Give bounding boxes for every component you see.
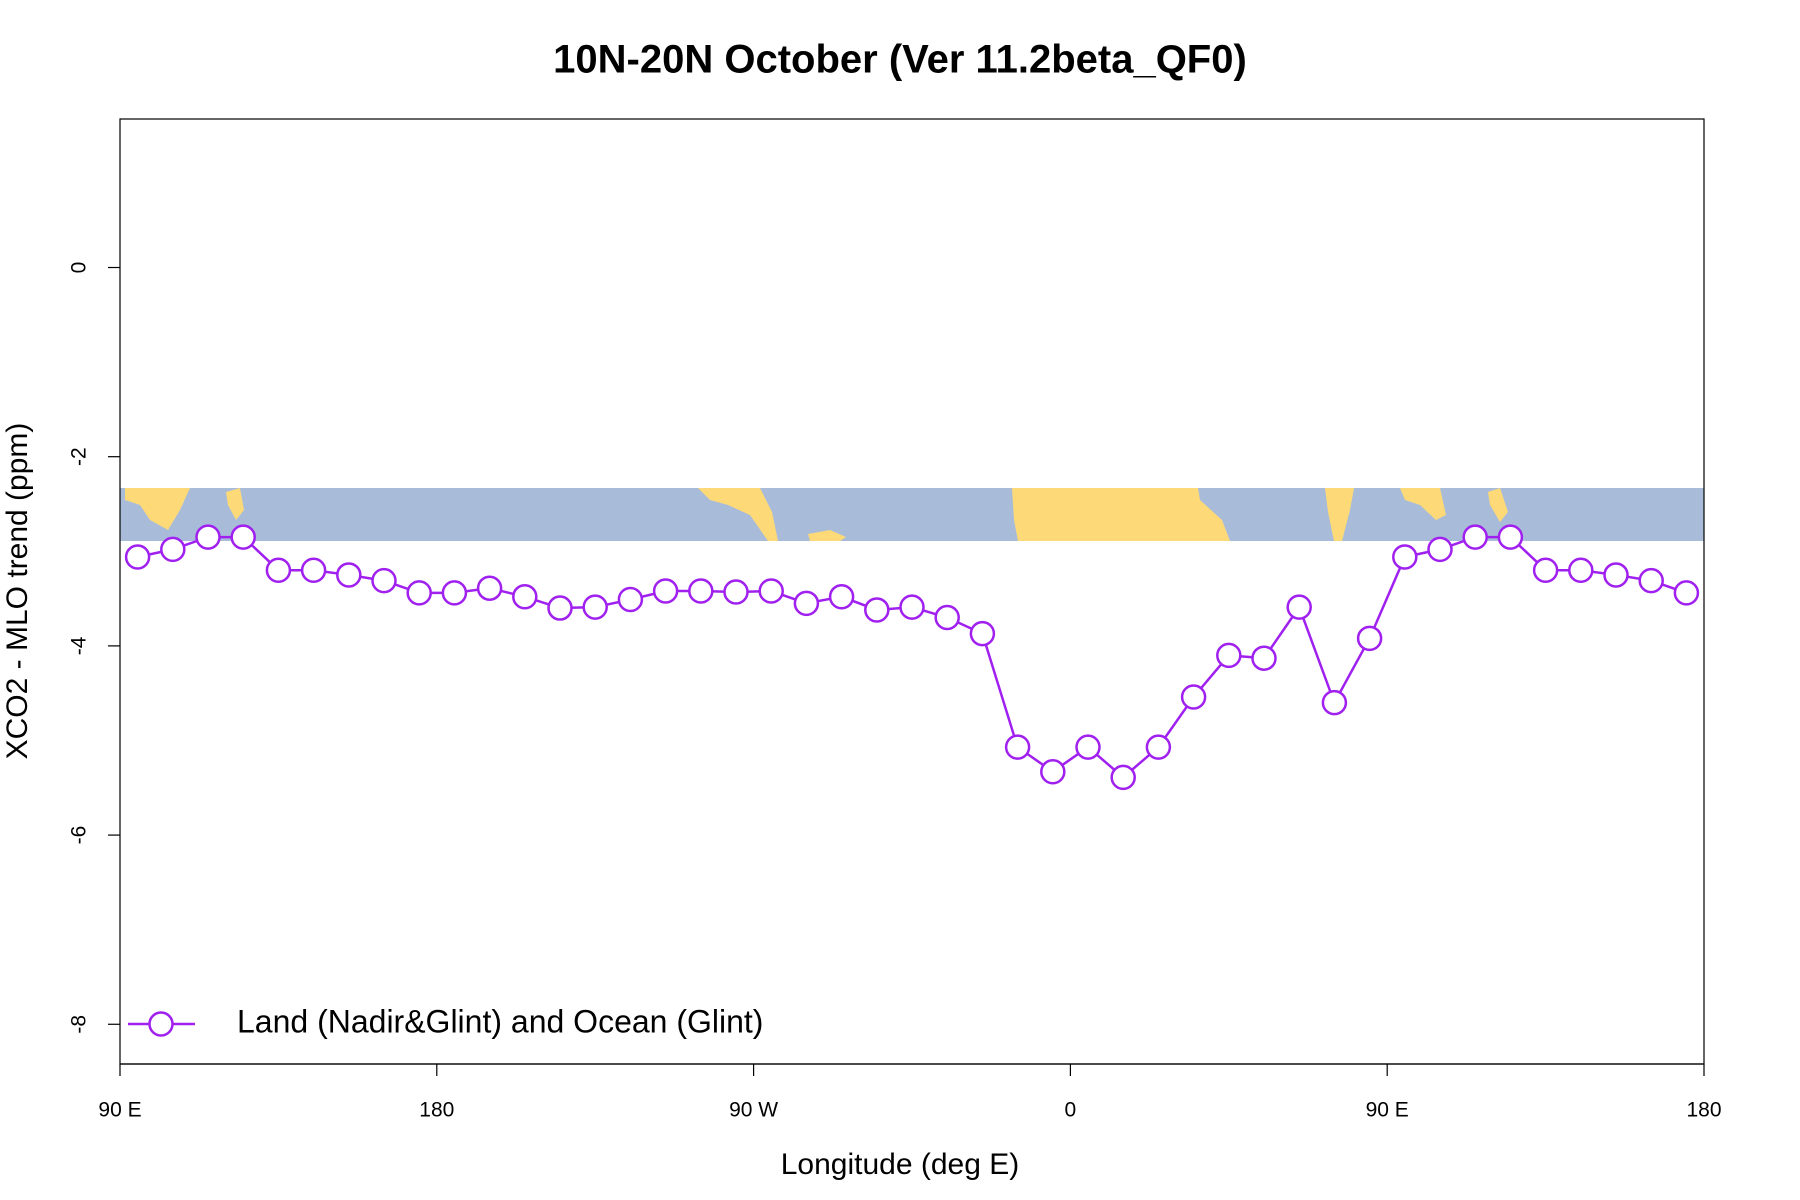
point xyxy=(336,562,362,588)
point xyxy=(793,590,820,617)
point xyxy=(617,586,644,613)
point xyxy=(300,557,327,583)
point xyxy=(1462,524,1488,550)
point xyxy=(512,583,538,610)
point xyxy=(547,595,573,621)
x-tick-label: 90 W xyxy=(729,1099,778,1122)
y-tick-label: -2 xyxy=(68,447,91,466)
x-tick-label: 180 xyxy=(1686,1099,1721,1122)
legend-label: Land (Nadir&Glint) and Ocean (Glint) xyxy=(237,1003,763,1039)
point xyxy=(441,580,468,606)
point xyxy=(1110,764,1136,791)
land xyxy=(1012,488,1230,541)
land xyxy=(226,488,244,520)
land xyxy=(698,488,778,541)
point xyxy=(828,583,855,610)
legend-marker xyxy=(148,1011,174,1037)
point xyxy=(1673,580,1700,606)
point xyxy=(1532,557,1559,583)
point xyxy=(1568,557,1594,583)
y-tick-label: -6 xyxy=(68,826,91,845)
point xyxy=(124,544,151,570)
point xyxy=(406,580,432,606)
land xyxy=(808,530,846,541)
point xyxy=(1638,567,1664,594)
point xyxy=(688,578,714,604)
point xyxy=(371,567,397,594)
point xyxy=(1145,734,1172,760)
point xyxy=(1392,544,1418,570)
point xyxy=(1075,734,1101,760)
point xyxy=(1427,536,1453,563)
point xyxy=(864,597,890,623)
land xyxy=(1325,488,1354,541)
y-tick-label: 0 xyxy=(68,262,91,274)
point xyxy=(969,620,996,647)
point xyxy=(476,575,503,601)
x-tick-label: 180 xyxy=(419,1099,454,1122)
point xyxy=(1603,562,1629,588)
point xyxy=(1004,734,1031,760)
map-strip xyxy=(120,488,1704,541)
point xyxy=(1286,594,1312,620)
point xyxy=(1321,689,1348,716)
y-axis-label: XCO2 - MLO trend (ppm) xyxy=(1,423,34,760)
point xyxy=(934,604,960,631)
point xyxy=(160,536,186,563)
point xyxy=(652,578,679,604)
chart-title: 10N-20N October (Ver 11.2beta_QF0) xyxy=(553,38,1247,82)
x-tick-label: 0 xyxy=(1065,1099,1077,1122)
land xyxy=(1400,488,1446,520)
point xyxy=(1356,625,1383,652)
land xyxy=(1488,488,1508,522)
x-tick-label: 90 E xyxy=(1366,1099,1409,1122)
point xyxy=(582,594,608,620)
point xyxy=(1216,642,1242,669)
x-tick-label: 90 E xyxy=(98,1099,141,1122)
y-tick-label: -4 xyxy=(68,636,91,655)
point xyxy=(1497,524,1524,550)
x-axis-label: Longitude (deg E) xyxy=(781,1148,1020,1181)
point xyxy=(195,524,221,550)
point xyxy=(1251,645,1277,671)
y-tick-label: -8 xyxy=(68,1015,91,1034)
land xyxy=(125,488,190,530)
point xyxy=(230,524,256,550)
point xyxy=(758,578,784,604)
point xyxy=(899,594,925,620)
point xyxy=(1180,684,1207,710)
point xyxy=(265,557,292,583)
point xyxy=(723,579,749,605)
point xyxy=(1040,758,1066,785)
